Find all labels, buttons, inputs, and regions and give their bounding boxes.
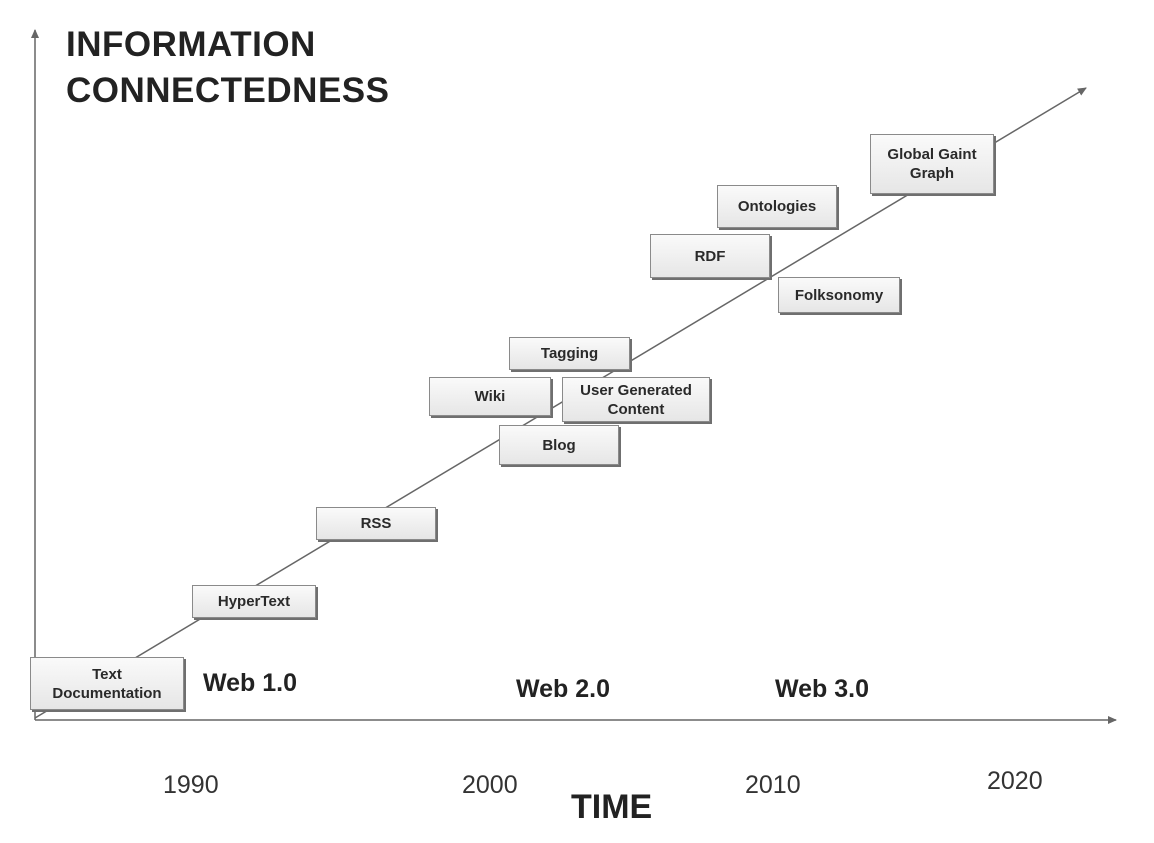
milestone-rdf: RDF	[650, 234, 770, 278]
era-web-3: Web 3.0	[775, 675, 870, 703]
era-web-2: Web 2.0	[516, 675, 611, 703]
milestone-user-generated-content: User Generated Content	[562, 377, 710, 422]
tick-2020: 2020	[987, 767, 1043, 795]
y-axis-label: INFORMATION CONNECTEDNESS	[66, 25, 390, 110]
era-web-1: Web 1.0	[203, 669, 298, 697]
milestone-tagging: Tagging	[509, 337, 630, 370]
milestone-wiki: Wiki	[429, 377, 551, 416]
milestone-hypertext: HyperText	[192, 585, 316, 618]
x-axis-label: TIME	[571, 788, 653, 826]
tick-2000: 2000	[462, 771, 518, 799]
milestone-text-documentation: Text Documentation	[30, 657, 184, 710]
milestone-ontologies: Ontologies	[717, 185, 837, 228]
tick-1990: 1990	[163, 771, 219, 799]
tick-2010: 2010	[745, 771, 801, 799]
milestone-rss: RSS	[316, 507, 436, 540]
milestone-global-gaint-graph: Global Gaint Graph	[870, 134, 994, 194]
milestone-blog: Blog	[499, 425, 619, 465]
milestone-folksonomy: Folksonomy	[778, 277, 900, 313]
